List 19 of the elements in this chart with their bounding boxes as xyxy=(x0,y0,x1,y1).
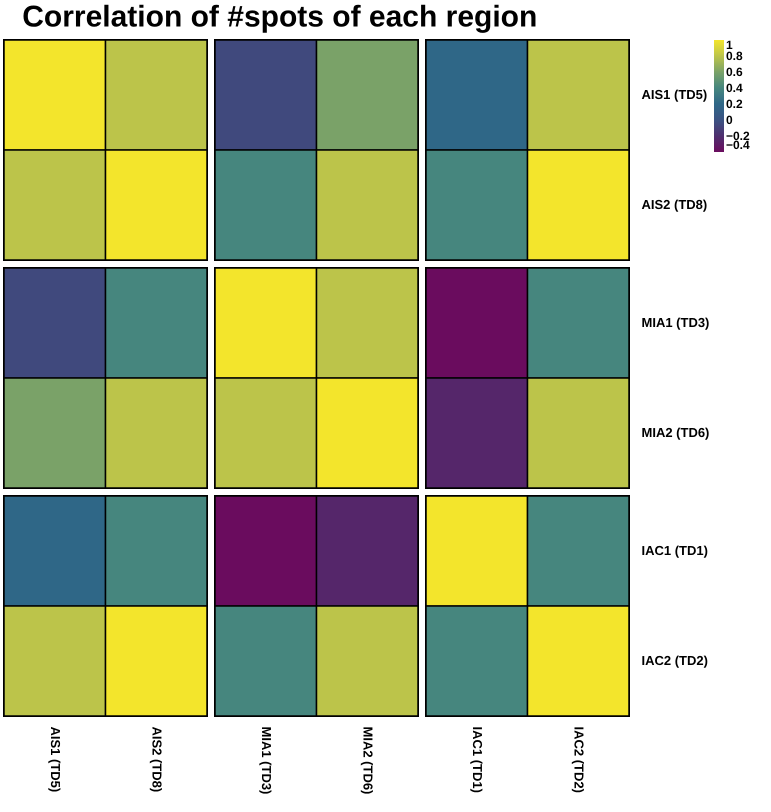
color-bar-label: 1 xyxy=(726,38,733,52)
chart-title: Correlation of #spots of each region xyxy=(22,0,538,34)
y-tick-label: IAC1 (TD1) xyxy=(642,543,708,558)
color-bar-label: 0.8 xyxy=(726,49,744,63)
color-bar-label: 0.6 xyxy=(726,65,744,79)
y-tick-label: IAC2 (TD2) xyxy=(642,653,708,668)
x-tick-label: MIA1 (TD3) xyxy=(258,726,274,794)
y-tick-label: AIS1 (TD5) xyxy=(642,87,708,102)
color-bar-label: 0.2 xyxy=(726,97,744,111)
color-bar-label: 0.4 xyxy=(726,81,744,95)
x-tick-label: IAC1 (TD1) xyxy=(470,726,485,793)
x-tick-label: IAC2 (TD2) xyxy=(571,726,586,793)
y-tick-label: MIA2 (TD6) xyxy=(642,425,710,440)
x-tick-label: AIS2 (TD8) xyxy=(149,726,164,792)
x-tick-label: MIA2 (TD6) xyxy=(360,726,376,794)
y-tick-label: MIA1 (TD3) xyxy=(642,315,710,330)
y-tick-label: AIS2 (TD8) xyxy=(642,197,708,212)
x-tick-label: AIS1 (TD5) xyxy=(48,726,63,792)
color-bar-label: 0 xyxy=(726,113,733,127)
